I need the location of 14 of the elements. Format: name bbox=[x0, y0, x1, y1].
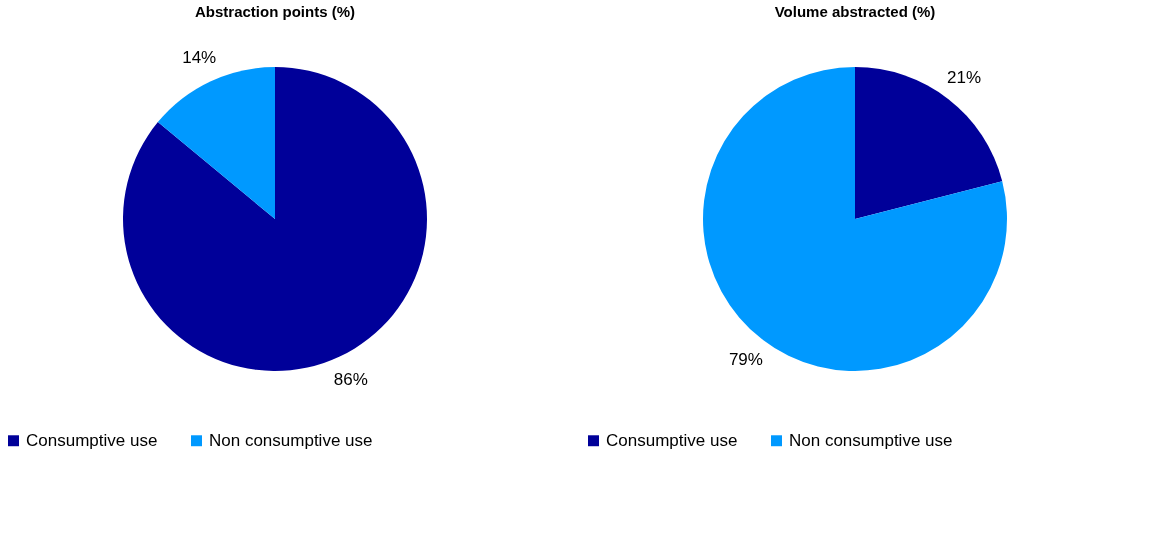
chart-title: Volume abstracted (%) bbox=[774, 3, 936, 20]
legend-label: Non consumptive use bbox=[789, 430, 953, 450]
pie-slice bbox=[123, 67, 427, 371]
data-label: 14% bbox=[182, 47, 217, 67]
data-label: 86% bbox=[333, 370, 368, 390]
legend-label: Consumptive use bbox=[606, 430, 738, 450]
chart-title: Abstraction points (%) bbox=[195, 3, 355, 20]
pie-slice bbox=[703, 67, 1007, 371]
legend-label: Non consumptive use bbox=[209, 430, 373, 450]
pie-slice bbox=[855, 67, 1003, 219]
data-label: 21% bbox=[947, 68, 982, 88]
data-label: 79% bbox=[728, 349, 763, 369]
pie-slice bbox=[157, 67, 275, 219]
legend-label: Consumptive use bbox=[26, 430, 158, 450]
